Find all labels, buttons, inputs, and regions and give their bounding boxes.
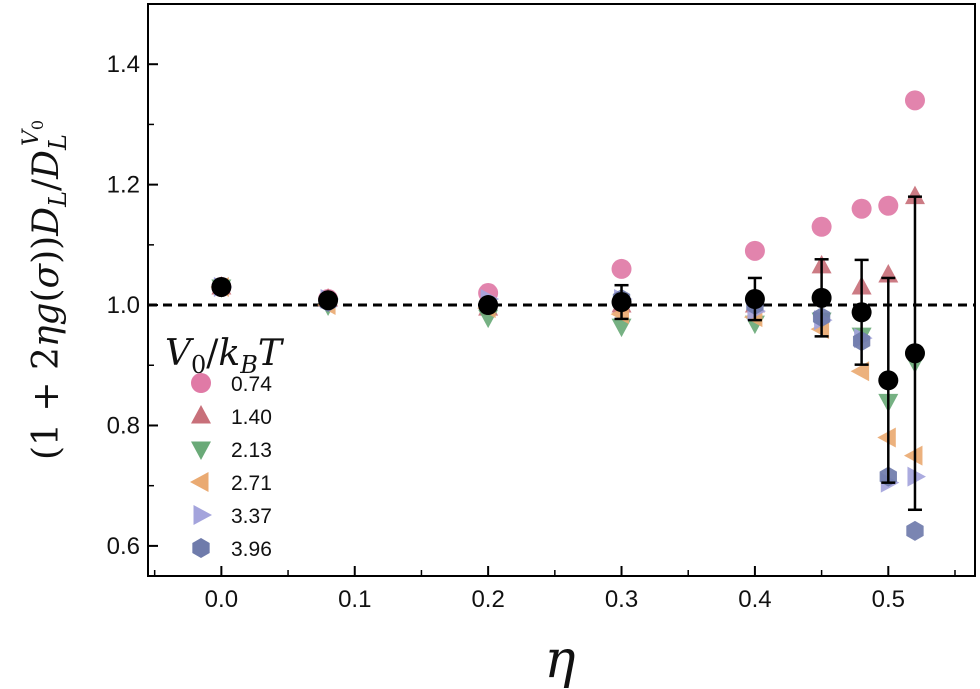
data-point [611, 318, 632, 338]
data-point [744, 240, 765, 261]
x-tick-label: 0.3 [605, 586, 638, 613]
mean-point [851, 302, 872, 323]
mean-point [211, 276, 232, 297]
plot-frame [147, 3, 976, 577]
legend-label: 2.13 [231, 439, 272, 462]
legend-marker [191, 373, 211, 393]
legend-label: 0.74 [231, 373, 272, 396]
legend-marker [193, 505, 212, 525]
data-point [850, 361, 870, 382]
data-point [904, 185, 925, 205]
x-tick-label: 0.1 [338, 586, 371, 613]
y-tick-label: 1.4 [107, 51, 140, 78]
data-point [611, 258, 632, 279]
legend-label: 2.71 [231, 472, 272, 495]
y-axis-title: (1 + 2ηg(σ))DL/DLV0 [19, 120, 72, 460]
data-point [851, 198, 872, 219]
data-point [907, 466, 926, 487]
axis-ticks: 0.0 0.1 0.2 0.3 0.4 0.5 0.6 0.8 1.0 1.2 1.4 [107, 3, 956, 613]
mean-point [611, 292, 632, 313]
data-point [904, 90, 925, 111]
mean-point [478, 295, 499, 316]
data-series [210, 90, 926, 541]
y-tick-label: 0.8 [107, 412, 140, 439]
mean-point [318, 290, 339, 311]
series-0.74 [211, 90, 925, 310]
legend-marker [190, 472, 209, 492]
legend-title: V0/kBT [165, 333, 285, 379]
legend-label: 1.40 [231, 406, 272, 429]
x-tick-label: 0.0 [205, 586, 238, 613]
x-tick-label: 0.2 [471, 586, 504, 613]
x-tick-label: 0.5 [872, 586, 905, 613]
legend-marker [192, 538, 210, 558]
y-tick-label: 0.6 [107, 533, 140, 560]
data-point [878, 195, 899, 216]
data-point [811, 216, 832, 237]
mean-point [744, 289, 765, 310]
series-3.96 [212, 276, 924, 541]
y-tick-label: 1.0 [107, 292, 140, 319]
mean-point [878, 370, 899, 391]
data-point [877, 427, 896, 448]
mean-point [904, 343, 925, 364]
mean-series [211, 195, 925, 512]
mean-point [811, 287, 832, 308]
legend-label: 3.96 [231, 538, 272, 561]
y-tick-label: 1.2 [107, 172, 140, 199]
x-axis-title: η [544, 630, 575, 689]
legend: V0/kBT 0.74 1.40 2.13 2.71 3.37 3.96 [165, 333, 285, 561]
legend-marker [191, 405, 211, 424]
legend-label: 3.37 [231, 505, 272, 528]
data-point [903, 445, 923, 466]
x-tick-label: 0.4 [738, 586, 771, 613]
legend-marker [191, 441, 211, 460]
data-point [906, 520, 924, 541]
svg-text:(1 + 2ηg(σ))DL/DLV0: (1 + 2ηg(σ))DL/DLV0 [19, 120, 72, 460]
